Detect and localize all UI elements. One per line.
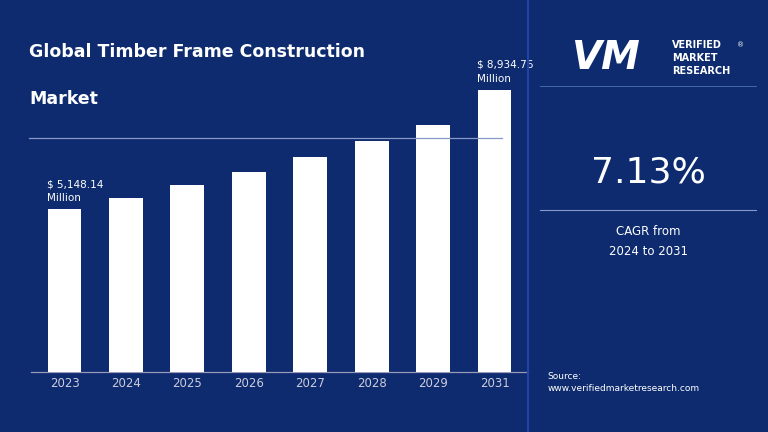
Bar [293, 157, 327, 372]
Text: VM: VM [571, 39, 641, 77]
Text: $ 5,148.14
Million: $ 5,148.14 Million [48, 179, 104, 203]
Bar [416, 125, 450, 372]
Text: RESEARCH: RESEARCH [672, 66, 730, 76]
Bar [170, 185, 204, 372]
Bar [109, 197, 143, 372]
Text: MARKET: MARKET [672, 53, 717, 64]
Bar [48, 209, 81, 372]
Text: Source:
www.verifiedmarketresearch.com: Source: www.verifiedmarketresearch.com [548, 372, 700, 393]
Text: CAGR from
2024 to 2031: CAGR from 2024 to 2031 [609, 226, 687, 258]
Bar [355, 142, 389, 372]
Text: Global Timber Frame Construction: Global Timber Frame Construction [29, 43, 365, 61]
Text: 7.13%: 7.13% [591, 156, 706, 190]
Text: $ 8,934.76
Million: $ 8,934.76 Million [478, 60, 534, 84]
Text: Market: Market [29, 90, 98, 108]
Text: ®: ® [737, 42, 744, 48]
Bar [232, 172, 266, 372]
Text: VERIFIED: VERIFIED [672, 40, 722, 51]
Bar [478, 89, 511, 372]
